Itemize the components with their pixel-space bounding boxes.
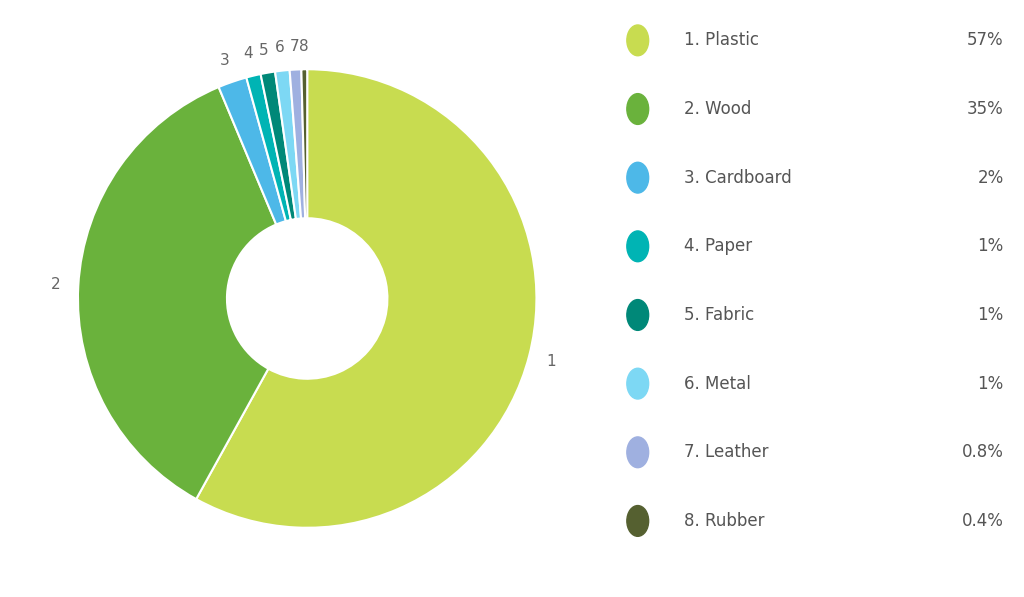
Wedge shape <box>197 69 537 528</box>
Circle shape <box>627 437 648 467</box>
Text: 4: 4 <box>244 46 253 61</box>
Circle shape <box>627 231 648 261</box>
Text: 1%: 1% <box>977 306 1004 324</box>
Text: 7: 7 <box>290 39 299 54</box>
Text: 57%: 57% <box>967 32 1004 50</box>
Wedge shape <box>290 69 305 219</box>
Text: 35%: 35% <box>967 100 1004 118</box>
Text: 0.8%: 0.8% <box>962 444 1004 461</box>
Text: 3. Cardboard: 3. Cardboard <box>684 169 793 187</box>
Wedge shape <box>301 69 307 219</box>
Wedge shape <box>247 74 291 221</box>
Text: 6. Metal: 6. Metal <box>684 375 752 393</box>
Text: 1. Plastic: 1. Plastic <box>684 32 760 50</box>
Text: 1%: 1% <box>977 375 1004 393</box>
Circle shape <box>627 300 648 330</box>
Circle shape <box>627 25 648 56</box>
Text: 1: 1 <box>547 354 556 369</box>
Circle shape <box>627 162 648 193</box>
Text: 4. Paper: 4. Paper <box>684 238 753 256</box>
Circle shape <box>627 368 648 399</box>
Text: 8: 8 <box>299 39 309 54</box>
Text: 1%: 1% <box>977 238 1004 256</box>
Text: 0.4%: 0.4% <box>962 512 1004 530</box>
Text: 3: 3 <box>220 53 229 67</box>
Text: 7. Leather: 7. Leather <box>684 444 769 461</box>
Text: 2. Wood: 2. Wood <box>684 100 752 118</box>
Wedge shape <box>219 78 286 224</box>
Wedge shape <box>78 87 276 499</box>
Text: 2: 2 <box>50 277 60 293</box>
Circle shape <box>627 94 648 124</box>
Text: 8. Rubber: 8. Rubber <box>684 512 765 530</box>
Circle shape <box>627 506 648 536</box>
Text: 2%: 2% <box>977 169 1004 187</box>
Text: 5: 5 <box>259 42 268 57</box>
Text: 6: 6 <box>275 41 285 56</box>
Wedge shape <box>260 72 296 220</box>
Text: 5. Fabric: 5. Fabric <box>684 306 755 324</box>
Wedge shape <box>275 70 301 219</box>
